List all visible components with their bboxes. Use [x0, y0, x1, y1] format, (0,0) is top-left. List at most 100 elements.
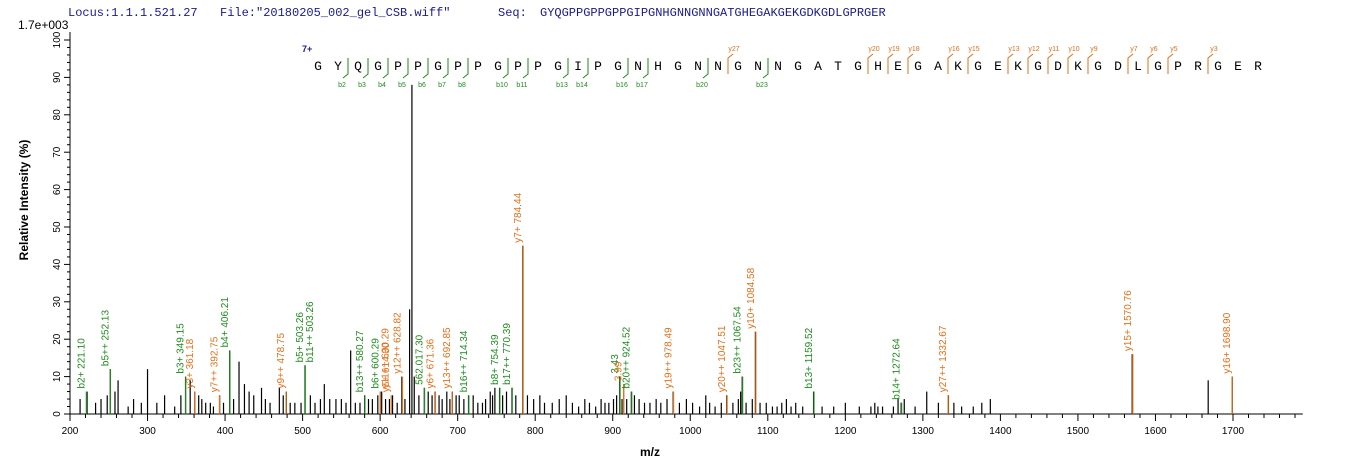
x-tick-label: 900 — [604, 426, 621, 437]
b-ion-bracket — [622, 58, 629, 79]
peak-bars — [79, 84, 1233, 414]
y-tick-label: 50 — [52, 221, 63, 233]
peak-label: y13++ 692.85 — [442, 327, 453, 389]
peak-label: 562.017.30 — [415, 334, 426, 384]
sequence-residue: G — [434, 59, 442, 74]
y-tick-label: 0 — [52, 411, 63, 417]
b-ion-label: b13 — [556, 82, 568, 89]
b-ion-bracket — [522, 58, 529, 79]
sequence-residue: D — [1114, 59, 1122, 74]
sequence-residue: G — [734, 59, 742, 74]
peak-label: y12++ 628.82 — [392, 312, 403, 374]
sequence-residue: E — [894, 59, 902, 74]
b-ion-label: b14 — [576, 82, 588, 89]
y-ion-label: y18 — [908, 46, 919, 53]
peak-label: b2+ 221.10 — [76, 338, 87, 389]
b-ion-bracket — [402, 58, 409, 79]
peak-label: y7+ 784.44 — [513, 192, 524, 242]
sequence-residue: Y — [334, 59, 342, 74]
y-ion-label: y13 — [1008, 46, 1019, 53]
sequence-residue: T — [834, 59, 842, 74]
y-ion-label: y9 — [1090, 46, 1098, 53]
peak-label: y15+ 1570.76 — [1123, 290, 1134, 351]
peak-label: y7++ 392.75 — [209, 336, 220, 392]
max-intensity-label: 1.7e+003 — [18, 18, 69, 32]
b-ion-label: b23 — [756, 82, 768, 89]
sequence-residue: A — [934, 59, 942, 74]
b-ion-label: b3 — [358, 82, 366, 89]
peak-label: b13+ 1159.52 — [804, 327, 815, 388]
y-ion-bracket — [967, 53, 974, 74]
y-ion-bracket — [1007, 53, 1014, 74]
sequence-residue: R — [1194, 59, 1202, 74]
peak-label: y3+ 361.18 — [185, 338, 196, 388]
y-tick-label: 90 — [52, 71, 63, 83]
axes: 200 300 400 500 600 700 800 900 1000 1100 1200 1300… — [52, 31, 1303, 437]
x-tick-label: 1000 — [679, 426, 702, 437]
b-ion-bracket — [362, 58, 369, 79]
y-ion-label: y6 — [1150, 46, 1158, 53]
y-tick-label: 80 — [52, 109, 63, 121]
header-locus: Locus:1.1.1.521.27 — [68, 6, 198, 20]
peak-label: b3+ 349.15 — [176, 323, 187, 374]
y-ion-bracket — [1087, 53, 1094, 74]
y-ion-bracket — [867, 53, 874, 74]
y-ion-bracket — [947, 53, 954, 74]
sequence-residue: N — [774, 59, 782, 74]
x-tick-label: 500 — [294, 426, 311, 437]
b-ion-label: b17 — [636, 82, 648, 89]
sequence-residue: G — [314, 59, 322, 74]
b-ion-label: b10 — [496, 82, 508, 89]
y-ion-bracket — [1027, 53, 1034, 74]
sequence-residue: G — [554, 59, 562, 74]
sequence-residue: H — [654, 59, 662, 74]
sequence-residue: G — [854, 59, 862, 74]
b-ion-bracket — [422, 58, 429, 79]
sequence-residue: P — [474, 59, 482, 74]
peak-label: y20++ 1047.51 — [717, 325, 728, 392]
peak-label: b13++ 580.27 — [355, 330, 366, 392]
b-ion-bracket — [342, 58, 349, 79]
b-ion-bracket — [562, 58, 569, 79]
x-tick-label: 600 — [372, 426, 389, 437]
x-axis-label: m/z — [640, 445, 660, 459]
header-file: File:"20180205_002_gel_CSB.wiff" — [220, 6, 451, 20]
x-tick-label: 1700 — [1222, 426, 1245, 437]
peak-label: y10+ 1084.58 — [746, 267, 757, 328]
peak-label: b5+ 503.26 — [295, 312, 306, 363]
y-tick-label: 10 — [52, 371, 63, 383]
b-ion-label: b16 — [616, 82, 628, 89]
x-tick-label: 1400 — [989, 426, 1012, 437]
b-ion-label: b6 — [418, 82, 426, 89]
peak-label: y19++ 978.49 — [664, 327, 675, 389]
sequence-residue: G — [374, 59, 382, 74]
sequence-annotation: 7+G Y Q G P P G P P G P P G I P G N H G N N G N N G A T G H E G A K G E K G D… — [302, 44, 1262, 89]
header-seq-label: Seq: — [498, 6, 527, 20]
peak-label: b16++ 714.34 — [459, 330, 470, 392]
y-ion-label: y27 — [728, 46, 739, 53]
y-ion-label: y20 — [868, 46, 879, 53]
y-ion-label: y12 — [1028, 46, 1039, 53]
sequence-residue: P — [1174, 59, 1182, 74]
y-ion-label: y19 — [888, 46, 899, 53]
header-sequence: GYQGPPGPPGPPGIPGNHGNNGNNGATGHEGAKGEKGDKG… — [540, 6, 886, 20]
y-ion-bracket — [1167, 53, 1174, 74]
x-tick-label: 200 — [62, 426, 79, 437]
x-tick-label: 1100 — [757, 426, 779, 437]
sequence-residue: I — [574, 59, 582, 74]
sequence-residue: P — [454, 59, 462, 74]
y-axis-label: Relative Intensity (%) — [17, 140, 31, 261]
y-ion-label: y10 — [1068, 46, 1079, 53]
peak-label: 3.43 — [610, 354, 621, 374]
charge-label: 7+ — [302, 44, 312, 54]
x-tick-label: 300 — [139, 426, 156, 437]
sequence-residue: G — [614, 59, 622, 74]
x-tick-label: 1500 — [1067, 426, 1090, 437]
peak-label: b23++ 1067.54 — [733, 306, 744, 374]
peak-label: y16+ 1698.90 — [1222, 312, 1233, 373]
sequence-residue: P — [414, 59, 422, 74]
y-ion-bracket — [1147, 53, 1154, 74]
sequence-residue: Q — [354, 59, 362, 74]
y-tick-label: 60 — [52, 184, 63, 196]
